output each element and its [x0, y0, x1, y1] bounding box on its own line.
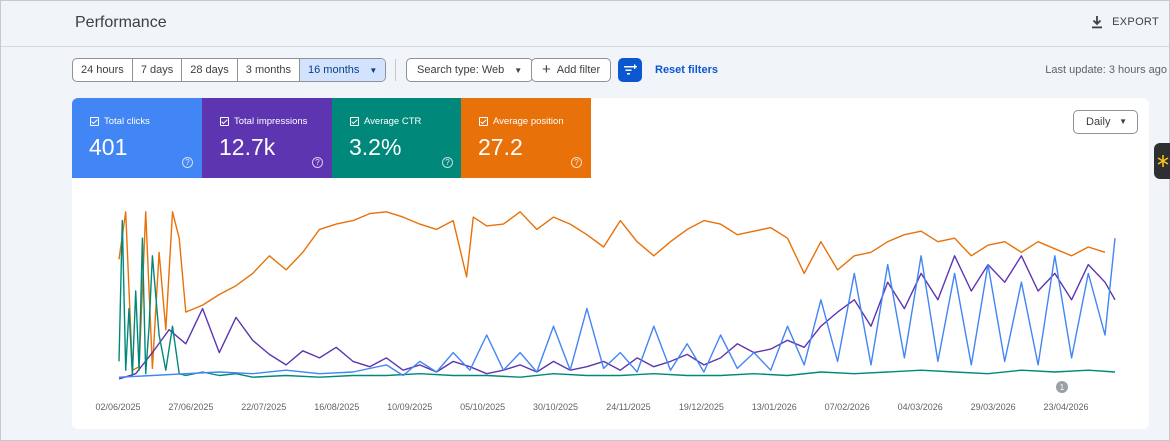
add-filter-label: Add filter: [556, 64, 601, 76]
x-tick-label: 07/02/2026: [825, 402, 870, 412]
x-tick-label: 13/01/2026: [752, 402, 797, 412]
performance-line-chart: 02/06/2025 27/06/2025 22/07/2025 16/08/2025…: [95, 211, 1116, 412]
help-icon[interactable]: ?: [312, 157, 323, 168]
page-title: Performance: [75, 14, 167, 31]
date-range-16-months[interactable]: 16 months ▼: [300, 59, 386, 81]
metric-label: Average position: [493, 116, 564, 127]
date-range-24-hours[interactable]: 24 hours: [73, 59, 133, 81]
metric-value: 12.7k: [219, 134, 276, 160]
metric-value: 27.2: [478, 134, 523, 160]
performance-chart-card: Total clicks 401 ? Total impressions 12.…: [72, 98, 1149, 429]
x-tick-label: 05/10/2025: [460, 402, 505, 412]
granularity-dropdown[interactable]: Daily ▼: [1073, 110, 1138, 134]
filter-list-icon: [624, 64, 637, 75]
checkbox-icon: [90, 117, 99, 126]
filter-settings-button[interactable]: [618, 58, 642, 82]
x-tick-label: 23/04/2026: [1043, 402, 1088, 412]
metric-total-impressions-header: Total impressions: [220, 116, 307, 127]
side-widget-tab[interactable]: [1154, 143, 1170, 179]
divider: [395, 59, 396, 81]
date-range-selector: 24 hours 7 days 28 days 3 months 16 mont…: [72, 58, 387, 82]
series-line-position: [118, 211, 1106, 371]
series-line-impressions: [118, 255, 1116, 380]
x-tick-label: 27/06/2025: [168, 402, 213, 412]
x-tick-label: 10/09/2025: [387, 402, 432, 412]
x-tick-label: 19/12/2025: [679, 402, 724, 412]
plus-icon: +: [542, 61, 551, 78]
checkbox-icon: [350, 117, 359, 126]
x-tick-label: 04/03/2026: [898, 402, 943, 412]
x-tick-label: 22/07/2025: [241, 402, 286, 412]
export-button[interactable]: EXPORT: [1090, 15, 1159, 29]
page-header: Performance EXPORT: [1, 1, 1169, 47]
metric-average-ctr[interactable]: Average CTR 3.2% ?: [332, 98, 462, 178]
reset-filters-link[interactable]: Reset filters: [655, 64, 718, 76]
search-type-dropdown[interactable]: Search type: Web ▼: [406, 58, 534, 82]
help-icon[interactable]: ?: [182, 157, 193, 168]
metric-total-clicks-header: Total clicks: [90, 116, 150, 127]
x-tick-label: 29/03/2026: [971, 402, 1016, 412]
annotation-marker[interactable]: 1: [1056, 381, 1068, 393]
x-tick-label: 24/11/2025: [606, 402, 650, 412]
caret-down-icon: ▼: [514, 65, 523, 75]
export-label: EXPORT: [1112, 16, 1159, 28]
metric-average-ctr-header: Average CTR: [350, 116, 421, 127]
search-type-label: Search type: Web: [417, 64, 505, 76]
series-line-ctr: [118, 219, 1116, 378]
add-filter-button[interactable]: + Add filter: [531, 58, 612, 82]
checkbox-icon: [479, 117, 488, 126]
metric-total-impressions[interactable]: Total impressions 12.7k ?: [202, 98, 332, 178]
metric-value: 3.2%: [349, 134, 402, 160]
caret-down-icon: ▼: [1119, 117, 1127, 126]
metric-label: Total clicks: [104, 116, 150, 127]
granularity-label: Daily: [1086, 116, 1111, 128]
last-update-text: Last update: 3 hours ago: [1045, 64, 1167, 76]
date-range-7-days[interactable]: 7 days: [133, 59, 183, 81]
metric-label: Total impressions: [234, 116, 308, 127]
date-range-28-days[interactable]: 28 days: [182, 59, 238, 81]
help-icon[interactable]: ?: [442, 157, 453, 168]
svg-text:1: 1: [1060, 383, 1065, 392]
date-range-selected-label: 16 months: [308, 64, 360, 76]
metric-total-clicks[interactable]: Total clicks 401 ?: [72, 98, 202, 178]
date-range-3-months[interactable]: 3 months: [238, 59, 301, 81]
caret-down-icon: ▼: [369, 65, 378, 75]
x-tick-label: 02/06/2025: [95, 402, 140, 412]
sparkle-icon: [1157, 155, 1168, 167]
series-line-clicks: [118, 238, 1116, 378]
download-icon: [1092, 16, 1103, 29]
filter-bar: 24 hours 7 days 28 days 3 months 16 mont…: [72, 58, 1167, 82]
x-tick-label: 30/10/2025: [533, 402, 578, 412]
x-tick-label: 16/08/2025: [314, 402, 359, 412]
metric-label: Average CTR: [364, 116, 422, 127]
metric-average-position-header: Average position: [479, 116, 564, 127]
checkbox-icon: [220, 117, 229, 126]
metric-average-position[interactable]: Average position 27.2 ?: [461, 98, 591, 178]
metric-value: 401: [89, 134, 128, 160]
help-icon[interactable]: ?: [571, 157, 582, 168]
